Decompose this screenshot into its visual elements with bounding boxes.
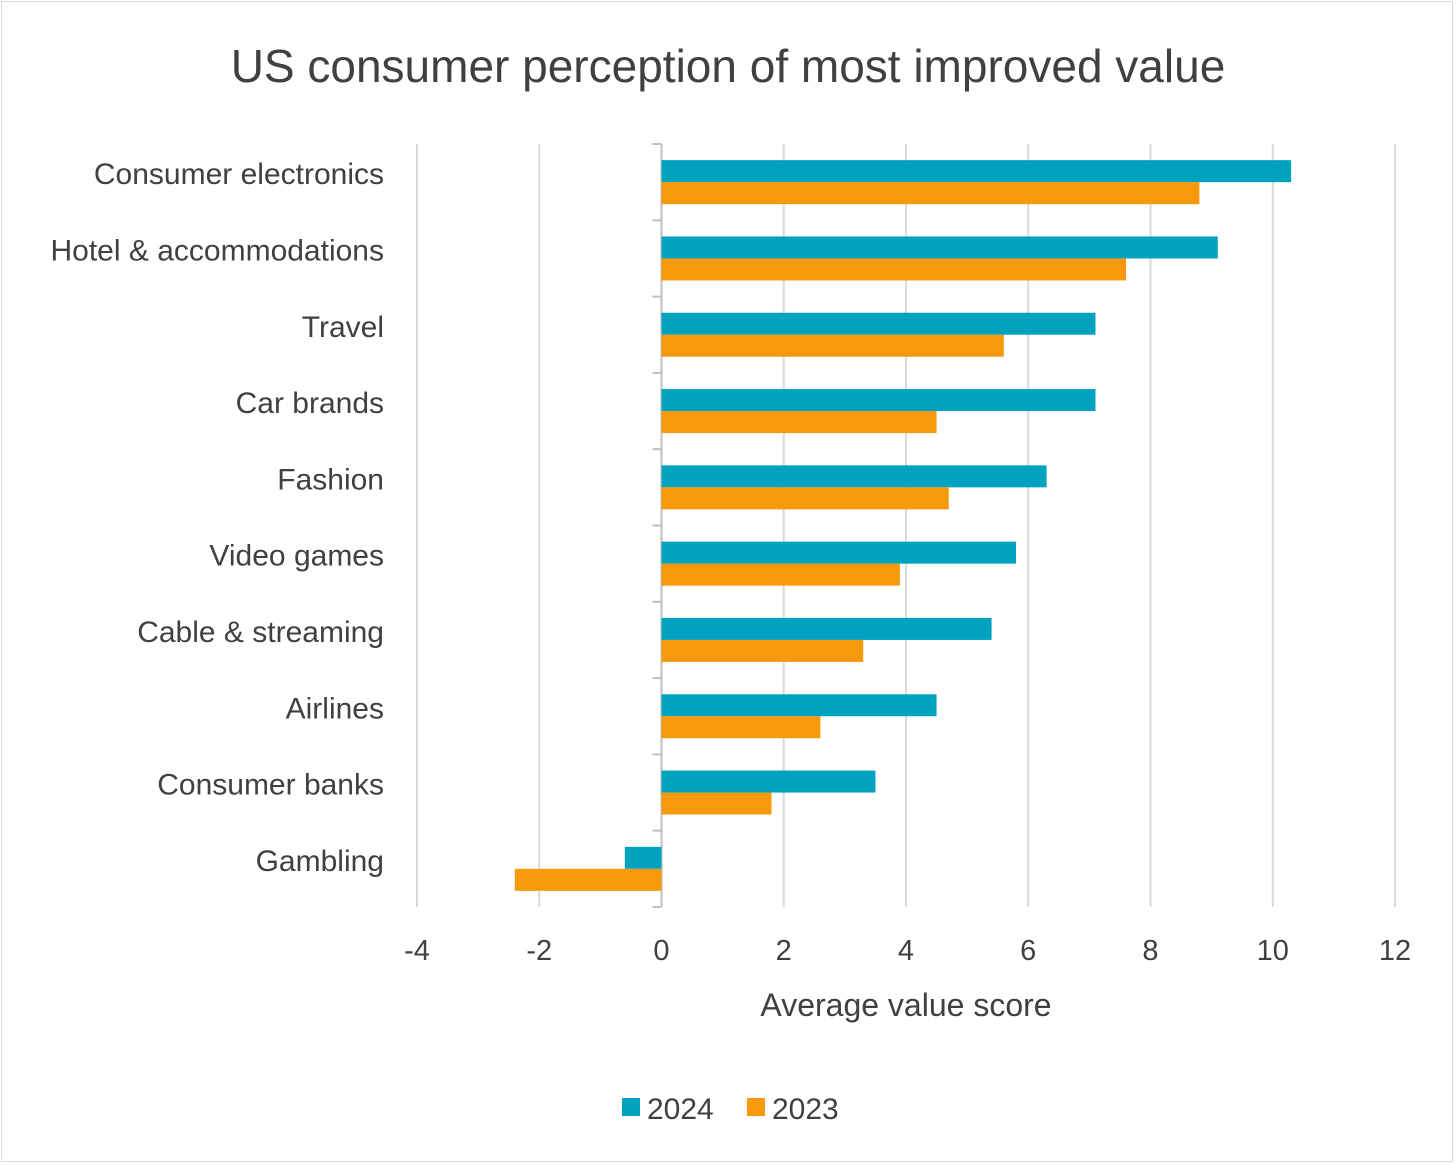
legend-swatch <box>747 1098 765 1116</box>
x-tick-label: 10 <box>1257 935 1289 967</box>
bar-2024-8 <box>661 770 876 793</box>
category-label: Consumer electronics <box>94 158 384 191</box>
legend: 2024 2023 <box>622 1093 839 1126</box>
chart-title: US consumer perception of most improved … <box>231 40 1226 92</box>
x-tick-label: -2 <box>526 935 552 967</box>
category-label: Video games <box>209 540 384 573</box>
bar-2024-1 <box>661 236 1218 259</box>
bar-2023-2 <box>661 334 1004 357</box>
category-label: Hotel & accommodations <box>51 234 385 267</box>
category-label: Cable & streaming <box>137 616 384 649</box>
category-label: Consumer banks <box>157 769 384 802</box>
category-label: Airlines <box>286 692 384 725</box>
x-axis-title: Average value score <box>760 987 1051 1023</box>
bar-2024-5 <box>661 541 1017 564</box>
legend-swatch <box>622 1098 640 1116</box>
x-tick-label: 8 <box>1142 935 1158 967</box>
bar-2023-1 <box>661 258 1127 281</box>
bar-2024-3 <box>661 389 1096 412</box>
category-labels: Consumer electronics Hotel & accommodatio… <box>51 158 385 878</box>
bar-2023-9 <box>514 868 662 891</box>
category-label: Fashion <box>277 463 384 496</box>
bar-2024-4 <box>661 465 1047 488</box>
bar-2023-8 <box>661 792 772 815</box>
x-tick-labels: -4 -2 0 2 4 6 8 10 12 <box>404 935 1411 967</box>
x-tick-label: 0 <box>653 935 669 967</box>
category-label: Travel <box>302 311 384 344</box>
legend-label: 2023 <box>772 1093 839 1126</box>
bar-2023-0 <box>661 182 1200 205</box>
bar-2023-5 <box>661 563 900 586</box>
bar-2023-4 <box>661 487 949 510</box>
bar-2024-2 <box>661 312 1096 335</box>
x-tick-label: -4 <box>404 935 430 967</box>
category-axis <box>652 143 663 908</box>
bar-2024-7 <box>661 694 937 717</box>
legend-label: 2024 <box>647 1093 714 1126</box>
bar-2024-0 <box>661 160 1292 183</box>
x-tick-label: 6 <box>1020 935 1036 967</box>
bar-2023-7 <box>661 716 821 739</box>
x-tick-label: 2 <box>776 935 792 967</box>
bar-2024-6 <box>661 617 992 640</box>
bar-2023-3 <box>661 411 937 434</box>
category-label: Gambling <box>256 845 384 878</box>
category-label: Car brands <box>236 387 384 420</box>
x-tick-label: 12 <box>1379 935 1411 967</box>
bar-2023-6 <box>661 639 864 662</box>
bar-2024-9 <box>624 846 662 869</box>
x-tick-label: 4 <box>898 935 914 967</box>
bars <box>514 160 1292 891</box>
